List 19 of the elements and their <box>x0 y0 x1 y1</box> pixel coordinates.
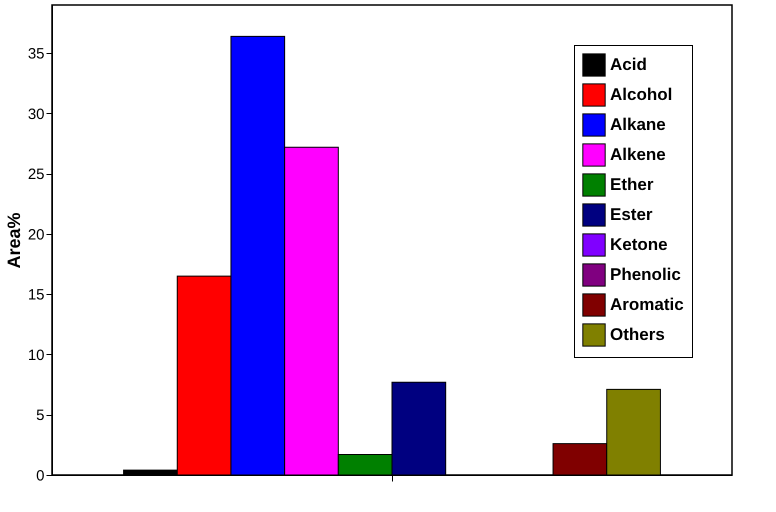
legend-label: Ester <box>610 205 653 224</box>
legend-label: Ether <box>610 175 654 194</box>
y-tick-label: 5 <box>36 407 44 424</box>
legend-label: Ketone <box>610 235 668 254</box>
y-tick-label: 20 <box>28 226 44 244</box>
legend-label: Aromatic <box>610 295 684 314</box>
y-tick-label: 25 <box>28 166 44 184</box>
y-axis-title: Area% <box>4 212 24 269</box>
y-tick-label: 30 <box>28 106 44 123</box>
legend-label: Alkane <box>610 115 666 134</box>
y-tick-label: 15 <box>28 286 44 304</box>
legend-label: Others <box>610 325 665 344</box>
legend-label: Alcohol <box>610 85 672 104</box>
y-tick-label: 35 <box>28 46 44 63</box>
legend-label: Alkene <box>610 145 666 164</box>
y-tick-label: 10 <box>28 346 44 364</box>
legend-label: Phenolic <box>610 265 681 284</box>
y-tick-label: 0 <box>36 468 44 484</box>
legend-label: Acid <box>610 55 647 74</box>
